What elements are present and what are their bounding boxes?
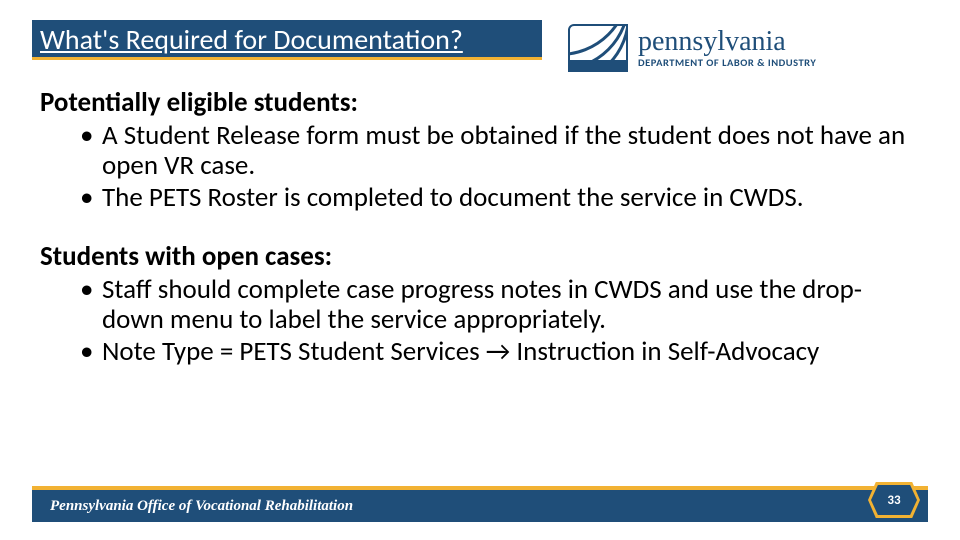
logo: pennsylvania DEPARTMENT OF LABOR & INDUS…	[568, 20, 928, 76]
bullet-item: Note Type = PETS Student Services → Inst…	[80, 337, 920, 367]
bullet-item: Staff should complete case progress note…	[80, 275, 920, 335]
page-number-badge: 33	[868, 482, 920, 518]
bullet-list: A Student Release form must be obtained …	[80, 121, 920, 214]
page-number: 33	[871, 485, 917, 515]
slide: What's Required for Documentation? penns…	[0, 0, 960, 540]
logo-state: pennsylvania	[638, 28, 816, 56]
header: What's Required for Documentation? penns…	[32, 20, 928, 60]
bullet-item: The PETS Roster is completed to document…	[80, 183, 920, 213]
section-heading: Potentially eligible students:	[40, 86, 920, 119]
bullet-item: A Student Release form must be obtained …	[80, 121, 920, 181]
keystone-icon	[568, 24, 628, 72]
title-bar: What's Required for Documentation?	[32, 20, 542, 60]
bullet-list: Staff should complete case progress note…	[80, 275, 920, 368]
logo-text: pennsylvania DEPARTMENT OF LABOR & INDUS…	[638, 28, 816, 69]
logo-dept: DEPARTMENT OF LABOR & INDUSTRY	[638, 58, 816, 69]
content: Potentially eligible students: A Student…	[40, 86, 920, 393]
section-heading: Students with open cases:	[40, 240, 920, 273]
footer: Pennsylvania Office of Vocational Rehabi…	[32, 486, 928, 522]
slide-title: What's Required for Documentation?	[40, 22, 463, 57]
footer-bar: Pennsylvania Office of Vocational Rehabi…	[32, 490, 928, 522]
footer-org: Pennsylvania Office of Vocational Rehabi…	[50, 498, 353, 515]
